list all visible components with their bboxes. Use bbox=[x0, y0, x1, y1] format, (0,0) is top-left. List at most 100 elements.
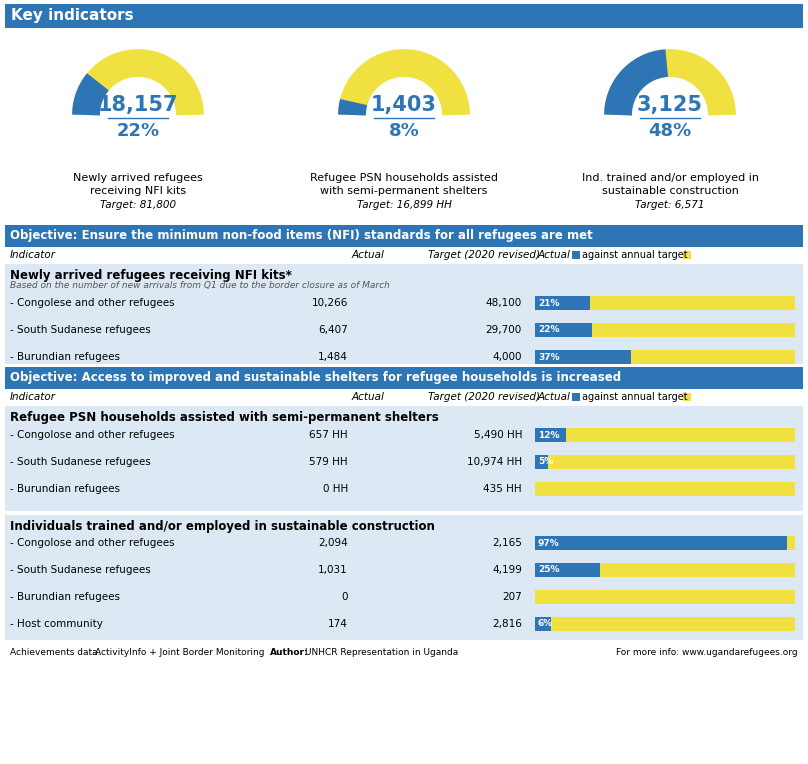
Text: - Burundian refugees: - Burundian refugees bbox=[10, 592, 120, 602]
Text: Newly arrived refugees: Newly arrived refugees bbox=[74, 173, 203, 183]
FancyBboxPatch shape bbox=[5, 367, 803, 389]
Text: - Congolese and other refugees: - Congolese and other refugees bbox=[10, 298, 175, 308]
Text: 48,100: 48,100 bbox=[486, 298, 522, 308]
FancyBboxPatch shape bbox=[5, 515, 803, 640]
Text: with semi-permanent shelters: with semi-permanent shelters bbox=[320, 186, 488, 196]
FancyBboxPatch shape bbox=[535, 428, 795, 442]
Text: 4,199: 4,199 bbox=[492, 565, 522, 575]
Text: Actual: Actual bbox=[352, 250, 385, 260]
Text: 1,031: 1,031 bbox=[318, 565, 348, 575]
FancyBboxPatch shape bbox=[535, 536, 795, 550]
FancyBboxPatch shape bbox=[5, 4, 803, 28]
Text: Achievements data:: Achievements data: bbox=[10, 648, 100, 657]
Text: 8%: 8% bbox=[389, 122, 419, 140]
FancyBboxPatch shape bbox=[535, 536, 787, 550]
FancyBboxPatch shape bbox=[5, 28, 803, 223]
Text: 2,094: 2,094 bbox=[318, 538, 348, 548]
Text: 6,407: 6,407 bbox=[318, 325, 348, 335]
Text: 579 HH: 579 HH bbox=[309, 457, 348, 467]
Text: 6%: 6% bbox=[538, 620, 553, 629]
Text: Actual: Actual bbox=[538, 250, 571, 260]
Text: - Congolose and other refugees: - Congolose and other refugees bbox=[10, 430, 175, 440]
Text: 29,700: 29,700 bbox=[486, 325, 522, 335]
FancyBboxPatch shape bbox=[535, 323, 592, 337]
Text: Target: 6,571: Target: 6,571 bbox=[635, 200, 705, 210]
Text: 3,125: 3,125 bbox=[637, 95, 703, 115]
Text: Target: 81,800: Target: 81,800 bbox=[100, 200, 176, 210]
FancyBboxPatch shape bbox=[5, 264, 803, 364]
Text: 2,165: 2,165 bbox=[492, 538, 522, 548]
FancyBboxPatch shape bbox=[535, 590, 795, 604]
Text: - South Sudanese refugees: - South Sudanese refugees bbox=[10, 325, 151, 335]
Text: Objective: Ensure the minimum non-food items (NFI) standards for all refugees ar: Objective: Ensure the minimum non-food i… bbox=[10, 229, 593, 242]
FancyBboxPatch shape bbox=[535, 617, 550, 631]
Text: Target (2020 revised): Target (2020 revised) bbox=[428, 392, 540, 402]
FancyBboxPatch shape bbox=[572, 393, 580, 401]
Text: 97%: 97% bbox=[538, 539, 560, 548]
Text: 2,816: 2,816 bbox=[492, 619, 522, 629]
Text: Target: 16,899 HH: Target: 16,899 HH bbox=[356, 200, 452, 210]
FancyBboxPatch shape bbox=[535, 455, 795, 469]
Text: 10,266: 10,266 bbox=[312, 298, 348, 308]
FancyBboxPatch shape bbox=[683, 251, 691, 259]
Text: - South Sudanese refugees: - South Sudanese refugees bbox=[10, 565, 151, 575]
FancyBboxPatch shape bbox=[535, 323, 795, 337]
Text: For more info: www.ugandarefugees.org: For more info: www.ugandarefugees.org bbox=[617, 648, 798, 657]
Text: 0: 0 bbox=[342, 592, 348, 602]
FancyBboxPatch shape bbox=[535, 296, 795, 310]
Text: Actual: Actual bbox=[352, 392, 385, 402]
Text: sustainable construction: sustainable construction bbox=[602, 186, 739, 196]
Text: against annual target: against annual target bbox=[582, 250, 688, 260]
Text: - Congolose and other refugees: - Congolose and other refugees bbox=[10, 538, 175, 548]
Text: - Burundian refugees: - Burundian refugees bbox=[10, 484, 120, 494]
FancyBboxPatch shape bbox=[535, 455, 548, 469]
Text: 5%: 5% bbox=[538, 458, 553, 467]
FancyBboxPatch shape bbox=[683, 393, 691, 401]
Text: 12%: 12% bbox=[538, 430, 559, 439]
Text: 0%: 0% bbox=[538, 484, 553, 494]
Text: - Burundian refugees: - Burundian refugees bbox=[10, 352, 120, 362]
Text: Refugee PSN households assisted with semi-permanent shelters: Refugee PSN households assisted with sem… bbox=[10, 411, 439, 424]
FancyBboxPatch shape bbox=[535, 482, 795, 496]
Text: 48%: 48% bbox=[648, 122, 692, 140]
Text: 5,490 HH: 5,490 HH bbox=[473, 430, 522, 440]
Text: Author:: Author: bbox=[270, 648, 309, 657]
Text: Individuals trained and/or employed in sustainable construction: Individuals trained and/or employed in s… bbox=[10, 520, 435, 533]
Text: Ind. trained and/or employed in: Ind. trained and/or employed in bbox=[582, 173, 759, 183]
Text: Newly arrived refugees receiving NFI kits*: Newly arrived refugees receiving NFI kit… bbox=[10, 269, 292, 282]
Text: 657 HH: 657 HH bbox=[309, 430, 348, 440]
Text: 37%: 37% bbox=[538, 352, 560, 361]
FancyBboxPatch shape bbox=[535, 617, 795, 631]
Text: 435 HH: 435 HH bbox=[483, 484, 522, 494]
Text: against annual target: against annual target bbox=[582, 392, 688, 402]
Text: Indicator: Indicator bbox=[10, 250, 56, 260]
FancyBboxPatch shape bbox=[535, 428, 566, 442]
Text: Refugee PSN households assisted: Refugee PSN households assisted bbox=[310, 173, 498, 183]
Text: 1,403: 1,403 bbox=[371, 95, 437, 115]
Text: 207: 207 bbox=[503, 592, 522, 602]
FancyBboxPatch shape bbox=[535, 350, 631, 364]
Text: ActivityInfo + Joint Border Monitoring: ActivityInfo + Joint Border Monitoring bbox=[95, 648, 264, 657]
Text: 25%: 25% bbox=[538, 565, 559, 575]
Text: 22%: 22% bbox=[538, 325, 559, 335]
Text: 0 HH: 0 HH bbox=[322, 484, 348, 494]
Text: - South Sudanese refugees: - South Sudanese refugees bbox=[10, 457, 151, 467]
FancyBboxPatch shape bbox=[535, 563, 600, 577]
Text: Target (2020 revised): Target (2020 revised) bbox=[428, 250, 540, 260]
Text: 18,157: 18,157 bbox=[98, 95, 179, 115]
Text: 10,974 HH: 10,974 HH bbox=[467, 457, 522, 467]
Text: 4,000: 4,000 bbox=[493, 352, 522, 362]
FancyBboxPatch shape bbox=[5, 406, 803, 511]
FancyBboxPatch shape bbox=[535, 296, 590, 310]
Text: 1,484: 1,484 bbox=[318, 352, 348, 362]
Text: Based on the number of new arrivals from Q1 due to the border closure as of Marc: Based on the number of new arrivals from… bbox=[10, 281, 390, 290]
Text: Objective: Access to improved and sustainable shelters for refugee households is: Objective: Access to improved and sustai… bbox=[10, 371, 621, 384]
Text: Actual: Actual bbox=[538, 392, 571, 402]
Text: 0%: 0% bbox=[538, 593, 553, 601]
FancyBboxPatch shape bbox=[572, 251, 580, 259]
FancyBboxPatch shape bbox=[5, 225, 803, 247]
FancyBboxPatch shape bbox=[535, 350, 795, 364]
Text: UNHCR Representation in Uganda: UNHCR Representation in Uganda bbox=[305, 648, 458, 657]
FancyBboxPatch shape bbox=[535, 563, 795, 577]
Text: Key indicators: Key indicators bbox=[11, 8, 133, 23]
